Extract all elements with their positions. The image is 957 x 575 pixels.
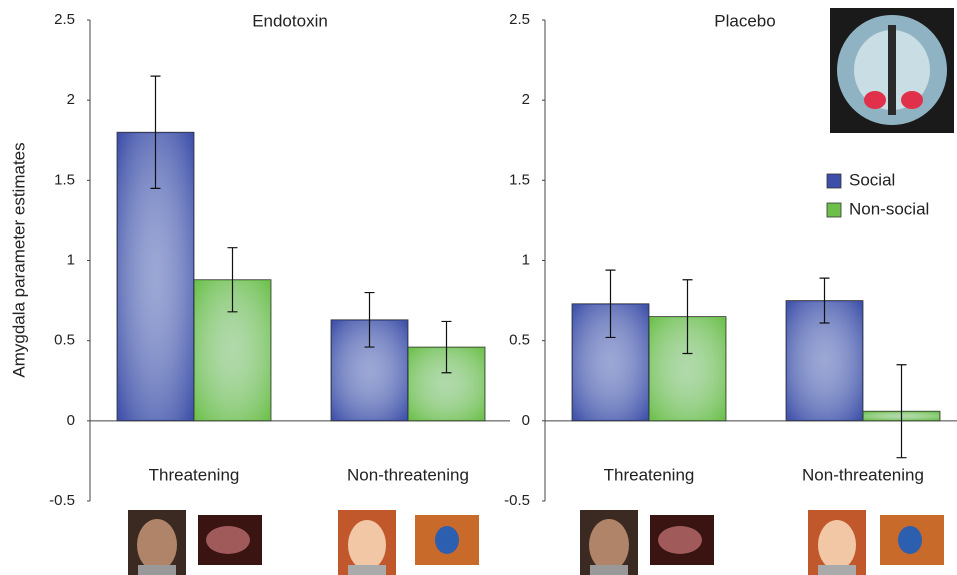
error-bar — [227, 247, 238, 313]
error-bar — [682, 279, 693, 355]
error-bar — [364, 291, 375, 348]
error-bar — [605, 269, 616, 339]
error-bar — [150, 75, 161, 189]
error-bar — [819, 277, 830, 324]
y-tick-label: 0 — [522, 412, 530, 429]
y-tick-label: 1.5 — [54, 171, 75, 188]
y-tick-label: 1.5 — [509, 171, 530, 188]
y-tick-label: 2 — [67, 91, 75, 108]
y-tick-label: 2.5 — [509, 11, 530, 28]
legend-swatch — [826, 202, 842, 218]
panel-title: Endotoxin — [252, 11, 328, 30]
x-category-label: Threatening — [604, 465, 695, 484]
error-bar — [441, 320, 452, 374]
stimulus-images — [128, 510, 944, 575]
x-category-label: Non-threatening — [347, 465, 469, 484]
y-tick-label: -0.5 — [49, 492, 75, 509]
y-axis-label: Amygdala parameter estimates — [9, 142, 28, 377]
y-tick-label: 0.5 — [509, 332, 530, 349]
y-tick-label: 0 — [67, 412, 75, 429]
y-tick-label: 0.5 — [54, 332, 75, 349]
y-tick-label: 2 — [522, 91, 530, 108]
x-category-label: Non-threatening — [802, 465, 924, 484]
x-category-label: Threatening — [149, 465, 240, 484]
y-tick-label: 1 — [67, 251, 75, 268]
legend-swatch — [826, 173, 842, 189]
legend-label: Non-social — [849, 199, 929, 218]
y-tick-label: 2.5 — [54, 11, 75, 28]
y-tick-label: 1 — [522, 251, 530, 268]
brain-image — [830, 8, 954, 133]
error-bar — [896, 364, 907, 459]
panel-title: Placebo — [714, 11, 775, 30]
legend-label: Social — [849, 170, 895, 189]
y-tick-label: -0.5 — [504, 492, 530, 509]
